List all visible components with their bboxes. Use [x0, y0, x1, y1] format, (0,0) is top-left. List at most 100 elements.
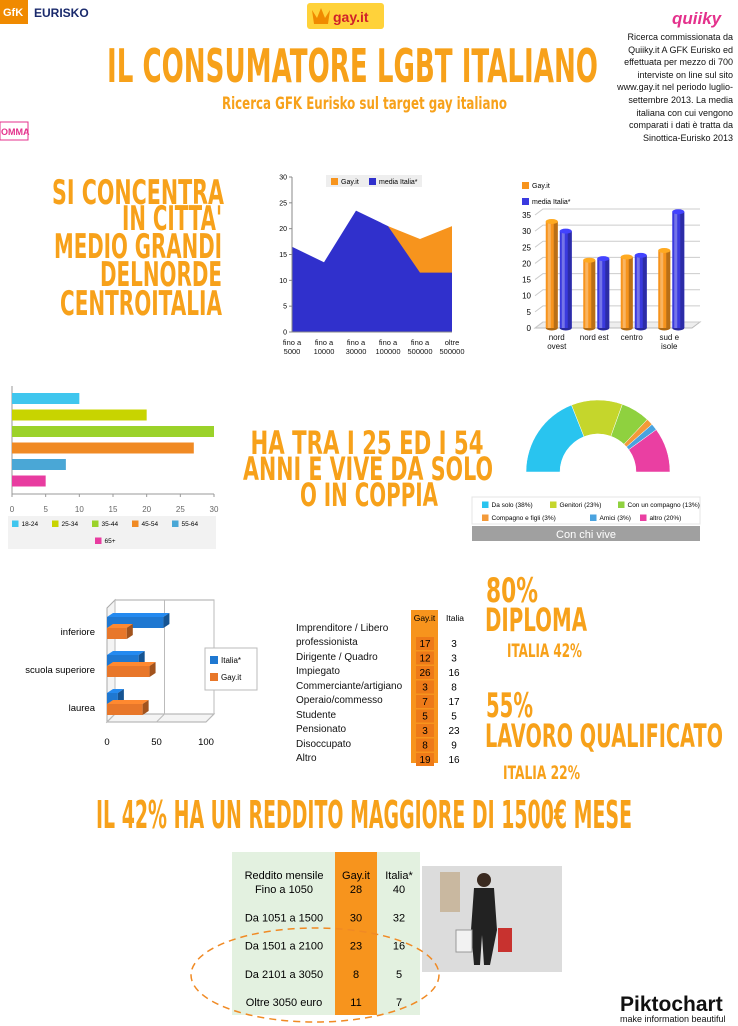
x-tick-label: 0 — [10, 505, 15, 514]
legend-label: 55-64 — [182, 521, 199, 528]
x-tick-label: oltre 500000 — [439, 338, 465, 356]
legend-swatch — [210, 656, 218, 664]
bar-top — [658, 248, 671, 254]
note-line: interviste on line sul sito — [637, 69, 733, 80]
area — [292, 210, 452, 332]
bar — [583, 257, 596, 331]
cell-value: 40 — [393, 884, 405, 896]
cell-box — [416, 753, 434, 766]
bar — [107, 700, 149, 715]
bar-shadow — [680, 211, 685, 328]
legend-label: Gay.it — [341, 179, 359, 186]
bar-top — [559, 228, 572, 234]
bar-front — [107, 704, 143, 715]
legend-label: Da solo (38%) — [492, 502, 533, 509]
cell-box — [416, 724, 434, 737]
y-tick-label: 25 — [522, 243, 531, 252]
legend-swatch — [92, 520, 99, 527]
headline-line: DELNORDE — [100, 255, 222, 295]
y-tick-label: 20 — [522, 259, 531, 268]
stat-text: DIPLOMA — [485, 601, 587, 639]
legend-box — [8, 516, 216, 549]
row-label: Disoccupato — [296, 738, 352, 750]
cell-value: 8 — [353, 969, 359, 981]
cell-box — [416, 651, 434, 665]
y-tick-label: 15 — [522, 276, 531, 285]
legend-swatch — [550, 501, 557, 508]
photo-person-head — [477, 873, 491, 887]
bar-front — [107, 666, 150, 677]
bar-side — [163, 613, 170, 628]
x-tick-label: 10 — [75, 505, 84, 514]
grid-line — [156, 600, 165, 723]
x-tick-label: sud e isole — [659, 333, 680, 351]
legend-swatch — [172, 520, 179, 527]
bar-highlight — [622, 256, 626, 328]
bar-top — [107, 700, 149, 704]
legend-label: Gay.it — [532, 183, 550, 190]
x-tick-label: 30 — [210, 505, 219, 514]
photo-detail — [440, 872, 460, 912]
cell-value: 3 — [451, 654, 457, 665]
cell-box — [416, 680, 434, 694]
bar-front — [107, 617, 164, 628]
cell-value: 8 — [422, 741, 428, 752]
bar — [597, 256, 610, 331]
row-label: Da 2101 a 3050 — [245, 969, 323, 981]
cell-box — [416, 695, 434, 708]
legend-swatch — [590, 514, 597, 521]
column-header: Gay.it — [414, 613, 436, 623]
legend-label: Genitori (23%) — [560, 502, 602, 509]
bar-side — [126, 624, 133, 639]
bar — [12, 409, 147, 421]
bar-shadow — [605, 258, 610, 328]
eurisko-logo: EURISKO — [34, 6, 89, 20]
bar-front — [107, 628, 127, 639]
bar-shadow — [567, 231, 572, 328]
bar-side — [149, 662, 156, 677]
bar-highlight — [636, 255, 640, 328]
bar-top — [107, 613, 170, 617]
cell-value: 17 — [419, 639, 431, 650]
legend-label: altro (20%) — [650, 515, 682, 522]
grid-line — [534, 224, 700, 232]
y-tick-label: 30 — [522, 227, 531, 236]
legend-label: Amici (3%) — [600, 515, 631, 522]
income-gayit-column — [335, 852, 377, 1015]
bar — [12, 459, 66, 470]
bar — [107, 613, 170, 628]
grid-line — [534, 208, 700, 216]
row-label: Studente — [296, 709, 337, 721]
legend-swatch — [12, 520, 19, 527]
cell-value: 7 — [396, 997, 402, 1009]
cell-value: 9 — [451, 741, 457, 752]
cell-value: 26 — [419, 668, 431, 679]
bar — [12, 426, 214, 437]
grid-line — [534, 321, 700, 329]
legend-swatch — [95, 537, 102, 544]
legend-label: 45-54 — [142, 521, 159, 528]
note-line: italiana con cui vengono — [636, 107, 733, 118]
legend-swatch — [52, 520, 59, 527]
x-tick-label: centro — [620, 333, 643, 342]
legend-label: 35-44 — [102, 521, 119, 528]
y-tick-label: 5 — [527, 308, 532, 317]
cell-value: 3 — [422, 683, 428, 694]
note-line: Sinottica-Eurisko 2013 — [642, 132, 733, 143]
row-label: Impiegato — [296, 666, 340, 677]
headline-line: O IN COPPIA — [300, 476, 438, 514]
y-tick-label: 35 — [522, 211, 531, 220]
legend-swatch — [618, 501, 625, 508]
photo-person — [471, 888, 497, 965]
legend-label: 65+ — [105, 538, 116, 545]
headline-line: CENTROITALIA — [60, 284, 222, 324]
legend-label: 18-24 — [22, 521, 39, 528]
y-tick-label: laurea — [69, 703, 96, 714]
cell-box — [416, 637, 434, 650]
legend-swatch — [369, 178, 376, 185]
footer-brand: Piktochart — [620, 993, 723, 1016]
cell-value: 16 — [448, 668, 460, 679]
x-tick-label: 25 — [176, 505, 185, 514]
